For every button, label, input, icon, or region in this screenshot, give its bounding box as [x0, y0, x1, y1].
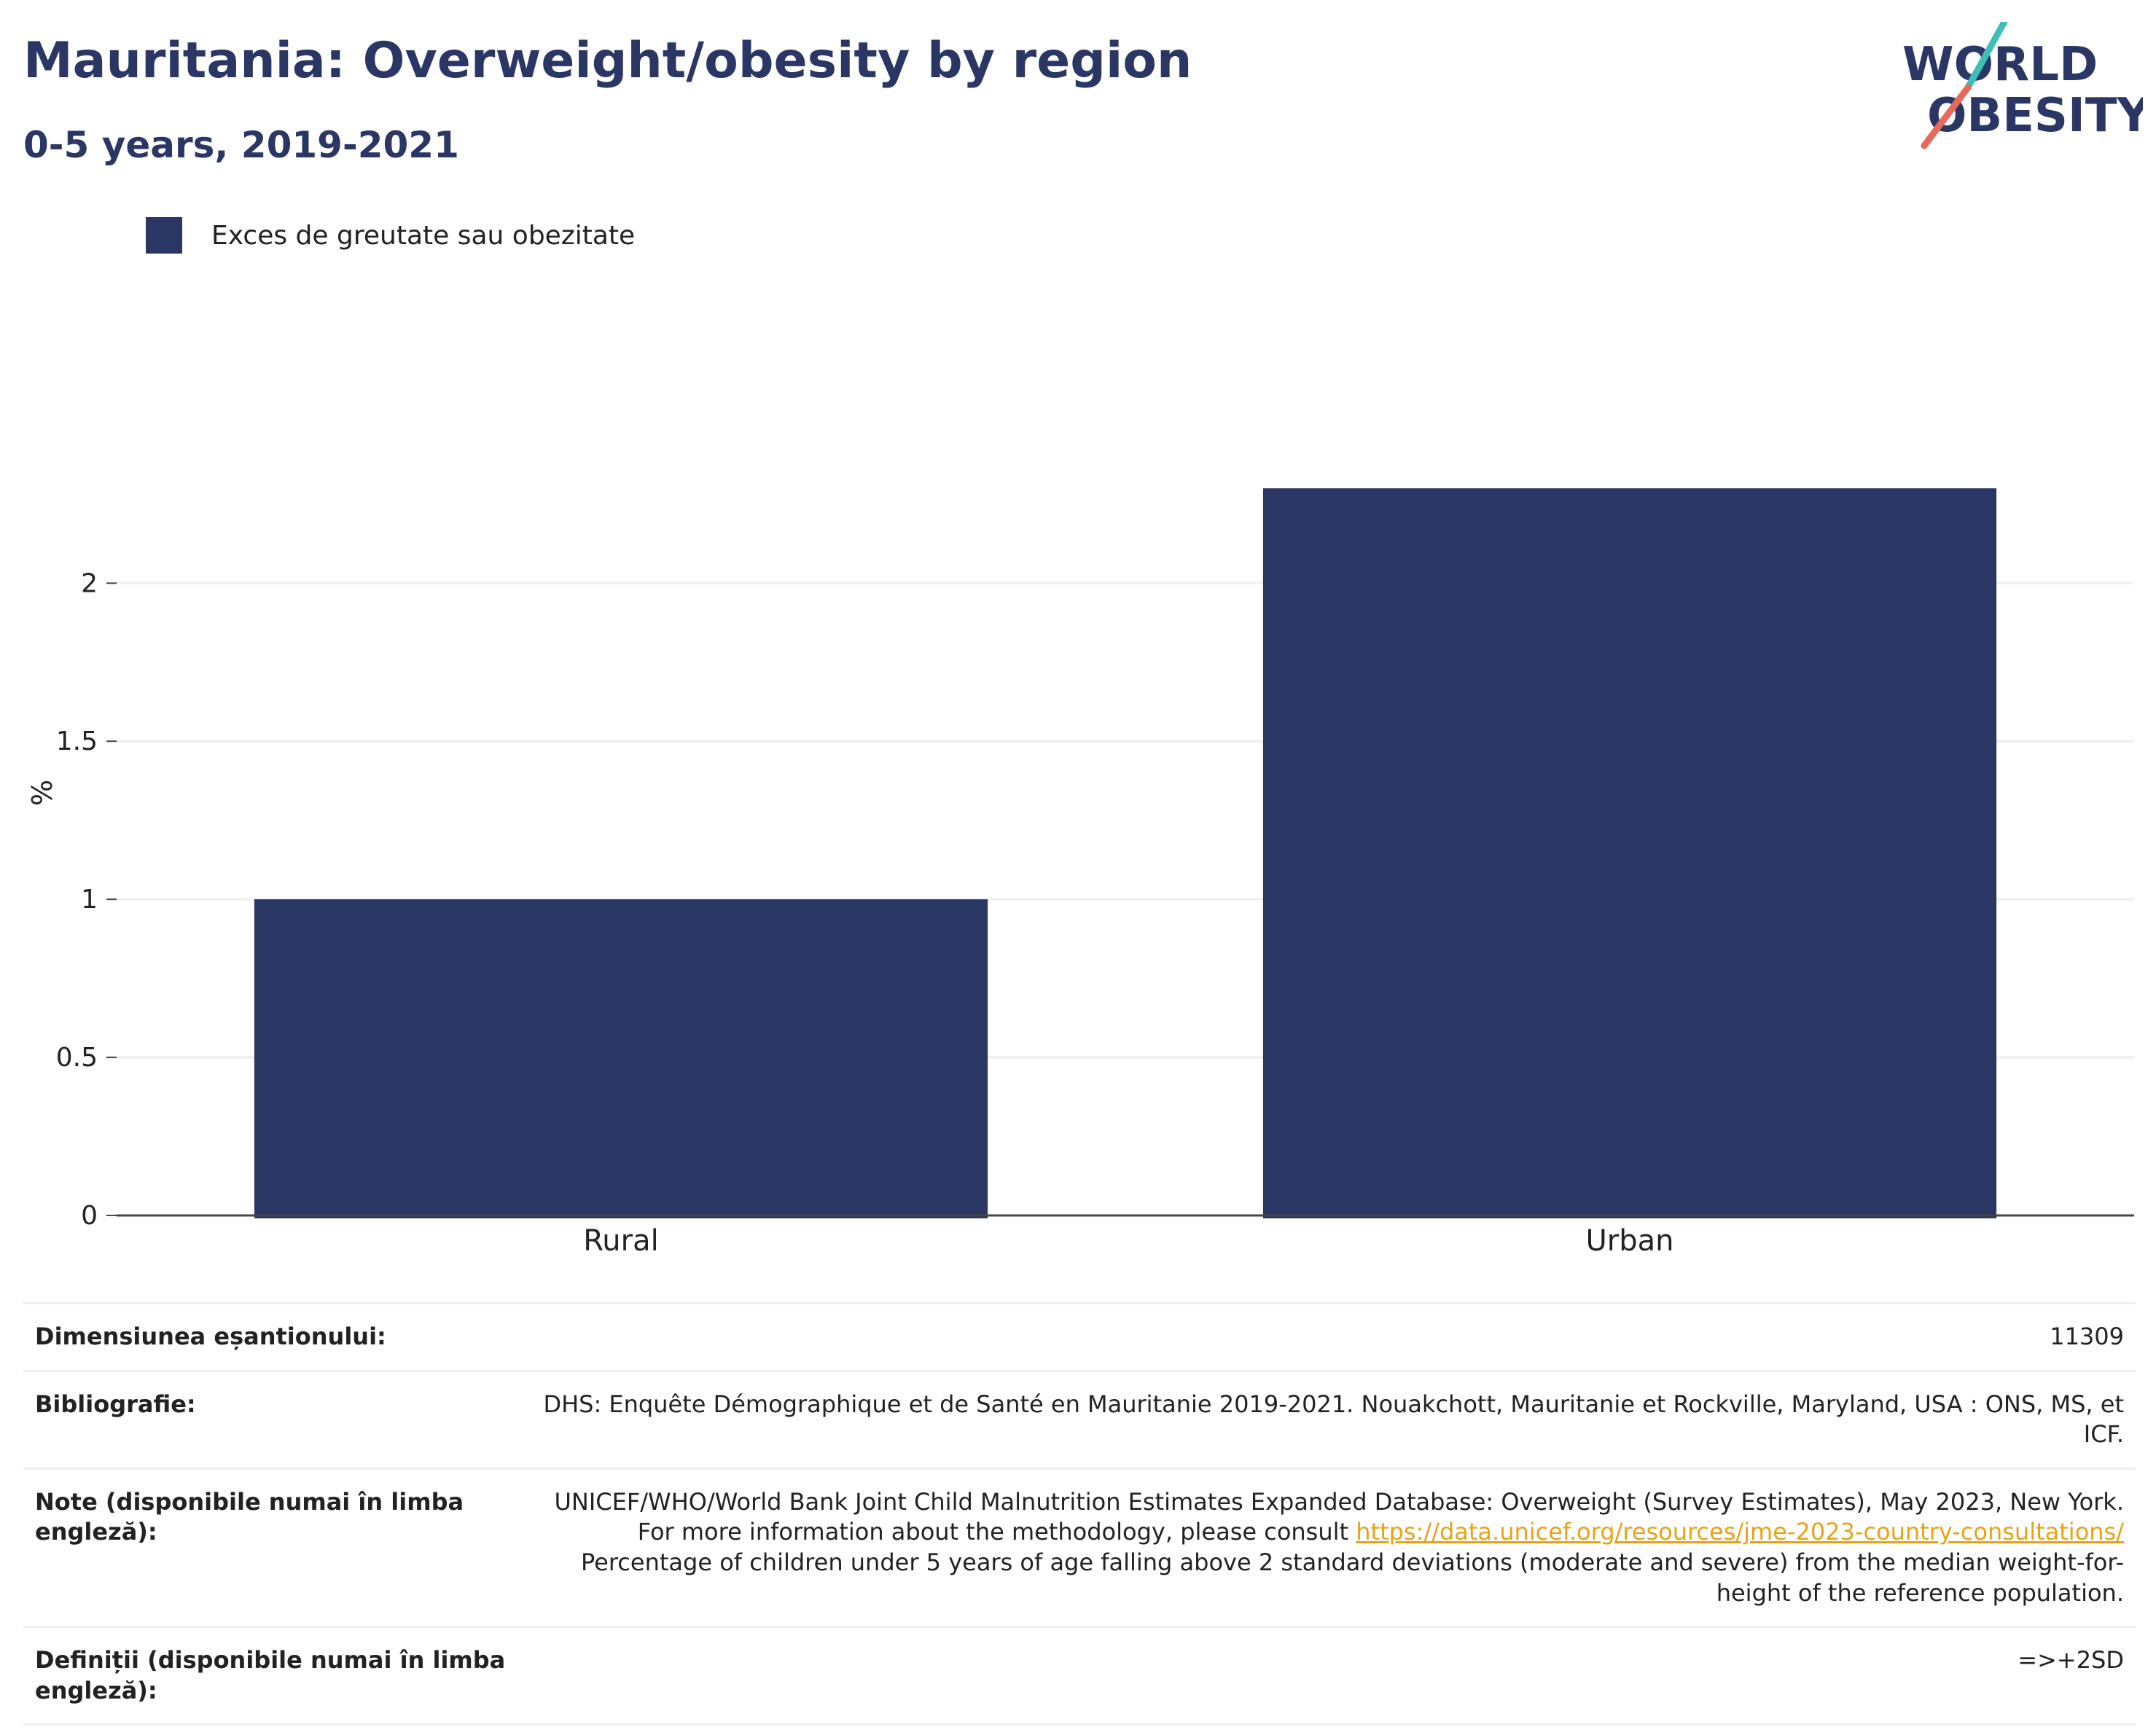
legend: Exces de greutate sau obezitate: [146, 216, 635, 255]
notes-text: UNICEF/WHO/World Bank Joint Child Malnut…: [554, 1487, 2125, 1546]
y-axis-label: %: [26, 779, 58, 807]
sample-size-label: Dimensiunea eșantionului:: [23, 1302, 528, 1371]
definitions-label: Definiții (disponibile numai în limba en…: [23, 1626, 528, 1726]
info-row-bibliography: Bibliografie: DHS: Enquête Démographique…: [23, 1369, 2136, 1469]
chart-title: Mauritania: Overweight/obesity by region: [23, 32, 1192, 90]
logo-slash-bottom: [1921, 84, 1972, 149]
info-row-sample-size: Dimensiunea eșantionului: 11309: [23, 1302, 2136, 1371]
sample-size-value: 11309: [528, 1302, 2136, 1371]
bibliography-value: DHS: Enquête Démographique et de Santé e…: [528, 1369, 2136, 1469]
notes-label: Note (disponibile numai în limba engleză…: [23, 1467, 528, 1627]
notes-value: UNICEF/WHO/World Bank Joint Child Malnut…: [528, 1467, 2136, 1627]
y-tick-label: 0.5: [56, 1043, 98, 1073]
legend-swatch: [146, 217, 182, 254]
y-tick-label: 0: [81, 1201, 98, 1231]
notes-text-continued: Percentage of children under 5 years of …: [581, 1548, 2124, 1607]
logo-slash-top: [1964, 22, 2008, 91]
y-tick-label: 1: [81, 885, 98, 915]
bar-rural: [254, 899, 988, 1218]
bibliography-label: Bibliografie:: [23, 1369, 528, 1469]
x-tick-label: Urban: [1586, 1224, 1674, 1258]
y-tick-label: 2: [81, 568, 98, 598]
legend-label: Exces de greutate sau obezitate: [211, 220, 636, 251]
info-row-notes: Note (disponibile numai în limba engleză…: [23, 1467, 2136, 1627]
notes-link[interactable]: https://data.unicef.org/resources/jme-20…: [1356, 1518, 2124, 1546]
definitions-value: =>+2SD: [528, 1626, 2136, 1726]
bar-urban: [1262, 488, 1997, 1218]
bar-chart: 0 0.5 1 1.5 2 Rural Urban: [56, 488, 2134, 1258]
logo-text-world: WORLD: [1902, 38, 2098, 92]
info-row-definitions: Definiții (disponibile numai în limba en…: [23, 1626, 2136, 1726]
x-tick-label: Rural: [583, 1224, 658, 1258]
chart-subtitle: 0-5 years, 2019-2021: [23, 124, 459, 166]
world-obesity-logo: WORLD OBESITY: [1902, 22, 2143, 149]
info-table: Dimensiunea eșantionului: 11309 Bibliogr…: [23, 1302, 2136, 1726]
y-tick-label: 1.5: [56, 726, 98, 756]
